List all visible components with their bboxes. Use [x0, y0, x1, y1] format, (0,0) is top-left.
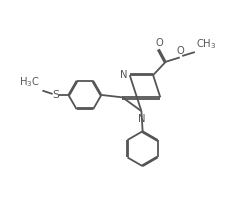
Text: N: N [120, 70, 127, 80]
Text: O: O [155, 38, 163, 48]
Text: H$_3$C: H$_3$C [19, 76, 40, 89]
Text: N: N [138, 114, 145, 124]
Text: O: O [176, 46, 184, 56]
Text: CH$_3$: CH$_3$ [196, 37, 217, 51]
Text: S: S [52, 90, 59, 100]
